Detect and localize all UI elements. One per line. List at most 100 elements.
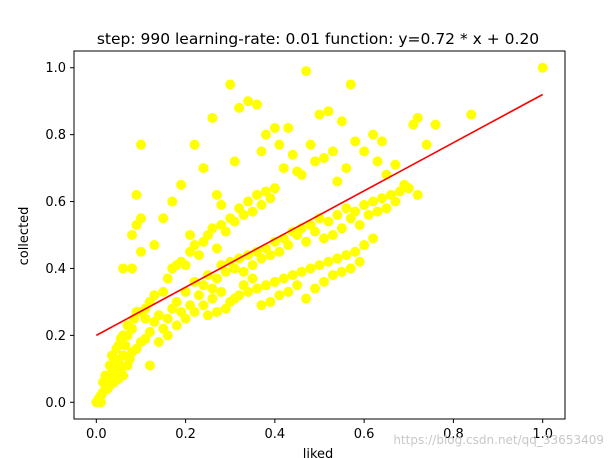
data-point [301,236,312,247]
data-point [198,300,209,311]
data-point [399,179,410,190]
data-point [109,353,120,364]
data-point [269,122,280,133]
data-point [301,66,312,77]
data-point [144,360,155,371]
data-point [122,320,133,331]
data-point [354,219,365,230]
data-point [220,226,231,237]
data-point [350,206,361,217]
data-point [149,316,160,327]
data-point [336,266,347,277]
data-point [359,146,370,157]
data-point [372,156,383,167]
x-tick-label: 0.4 [265,427,286,442]
data-point [252,99,263,110]
y-axis-ticks: 0.0 0.2 0.4 0.6 0.8 1.0 [45,61,74,411]
data-point [256,253,267,264]
data-point [292,280,303,291]
chart-title: step: 990 learning-rate: 0.01 function: … [97,30,539,48]
watermark-text: https://blog.csdn.net/qq_33653409 [393,433,604,447]
data-point [127,263,138,274]
data-point [211,243,222,254]
data-point [310,226,321,237]
data-point [466,109,477,120]
data-point [247,206,258,217]
data-point [118,370,129,381]
data-point [238,266,249,277]
data-point [278,273,289,284]
y-tick-label: 0.4 [45,262,66,277]
data-point [336,116,347,127]
data-point [135,139,146,150]
y-axis-label: collected [17,207,32,266]
data-point [323,106,334,117]
data-point [318,233,329,244]
data-point [207,283,218,294]
plot-area-frame [73,50,566,420]
data-point [381,203,392,214]
data-point [310,283,321,294]
data-point [167,196,178,207]
y-tick-label: 0.2 [45,329,66,344]
data-point [171,296,182,307]
x-axis-ticks: 0.0 0.2 0.4 0.6 0.8 1.0 [86,419,553,442]
data-point [216,199,227,210]
data-point [305,139,316,150]
data-point [238,209,249,220]
fit-line-layer [95,93,544,337]
y-tick-label: 0.0 [45,396,66,411]
data-points [91,62,548,408]
data-point [323,256,334,267]
data-point [115,333,126,344]
data-point [296,169,307,180]
data-point [98,377,109,388]
data-point [359,199,370,210]
data-point [318,153,329,164]
data-point [211,189,222,200]
data-point [283,122,294,133]
data-point [296,266,307,277]
data-point [287,270,298,281]
data-point [118,263,129,274]
data-point [265,193,276,204]
y-tick-label: 0.8 [45,128,66,143]
data-point [198,163,209,174]
data-point [189,306,200,317]
data-point [140,313,151,324]
data-point [260,129,271,140]
data-point [256,146,267,157]
data-point [368,129,379,140]
data-point [332,176,343,187]
data-point [283,286,294,297]
data-point [211,306,222,317]
data-point [127,230,138,240]
x-tick-label: 0.6 [354,427,375,442]
data-point [318,276,329,287]
data-point [421,139,432,150]
data-point [216,286,227,297]
data-point [207,223,218,234]
data-point [354,256,365,267]
data-point [341,203,352,214]
data-point [341,163,352,174]
data-point [247,260,258,271]
x-tick-label: 0.8 [443,427,464,442]
data-point [131,343,142,354]
data-point [220,266,231,277]
data-point [278,163,289,174]
data-point [359,240,370,251]
data-point [135,213,146,224]
data-point [229,156,240,167]
data-point [376,193,387,204]
data-point [283,240,294,251]
data-point [243,196,254,207]
data-point [202,310,213,321]
data-point [176,179,187,190]
data-point [220,303,231,314]
data-point [345,79,356,90]
data-point [256,300,267,311]
data-point [372,206,383,217]
data-point [336,223,347,234]
